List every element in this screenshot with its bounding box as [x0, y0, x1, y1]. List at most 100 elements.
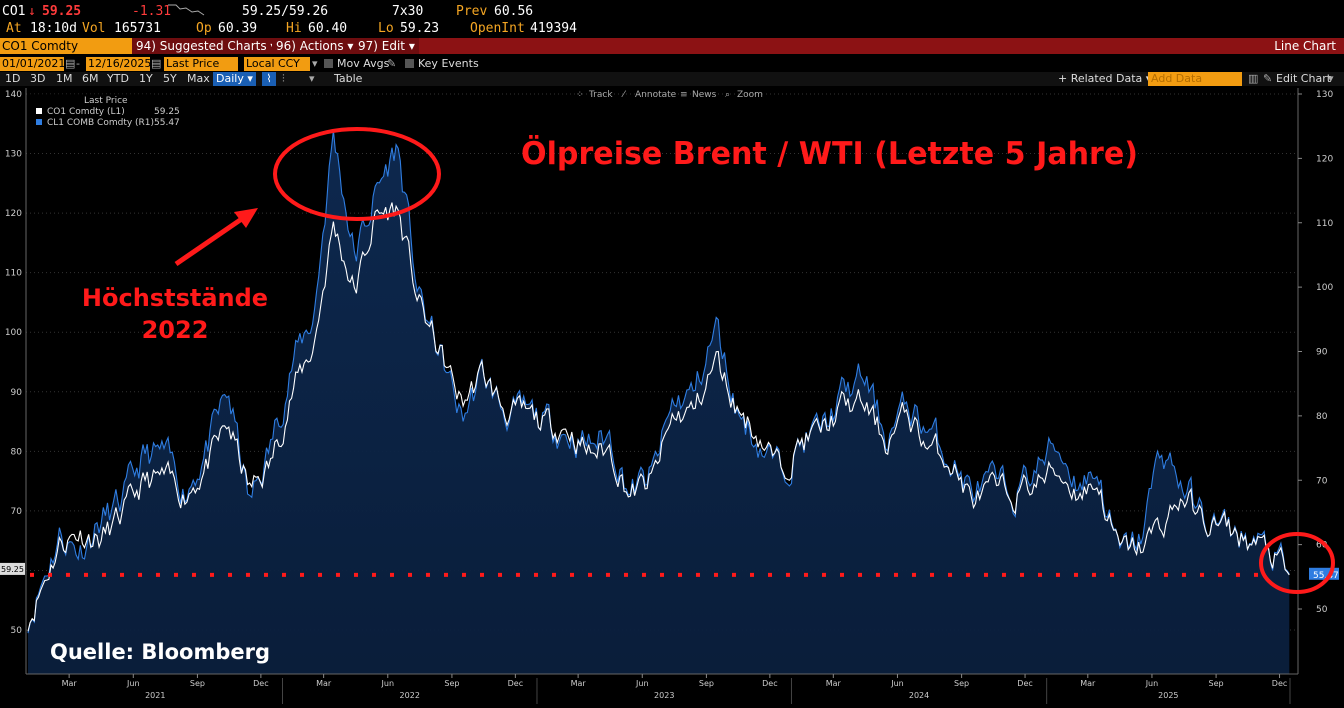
right-tick-label: 80	[1316, 412, 1328, 422]
calendar-icon[interactable]: ▤	[151, 57, 162, 70]
zoom-tool[interactable]: Zoom	[737, 90, 763, 100]
bid-ask-size: 7x30	[392, 4, 424, 19]
bid-ask: 59.25/59.26	[242, 4, 329, 19]
left-axis: 506070809010011012013014059.25	[0, 88, 27, 674]
menu-bar: CO1 Comdty 94) Suggested Charts ▾ 96) Ac…	[0, 38, 1344, 54]
mov-avgs-label[interactable]: Mov Avgs	[337, 57, 390, 70]
end-date-field[interactable]: 12/16/2025	[86, 57, 152, 71]
range-ytd-button[interactable]: YTD	[107, 72, 129, 85]
hi-value: 60.40	[308, 21, 348, 36]
month-tick-label: Sep	[190, 679, 205, 688]
left-tick-label: 90	[11, 388, 23, 398]
month-tick-label: Dec	[762, 679, 777, 688]
right-tick-label: 100	[1316, 283, 1333, 293]
table-button[interactable]: Table	[334, 72, 363, 85]
month-tick-label: Sep	[444, 679, 459, 688]
lo-value: 59.23	[400, 21, 440, 36]
year-tick-label: 2023	[654, 691, 674, 700]
month-tick-label: Jun	[126, 679, 140, 688]
key-events-checkbox[interactable]	[405, 59, 414, 68]
month-tick-label: Dec	[1272, 679, 1287, 688]
annotate-tool[interactable]: Annotate	[635, 90, 677, 100]
range-max-button[interactable]: Max	[187, 72, 210, 85]
calendar-icon[interactable]: ▤	[65, 57, 76, 70]
edit-chart-button[interactable]: Edit Chart	[1276, 72, 1332, 85]
range-5y-button[interactable]: 5Y	[163, 72, 177, 85]
series-lines	[27, 130, 1290, 634]
lo-label: Lo	[378, 21, 394, 36]
sparkline-icon	[168, 4, 205, 16]
last-price: 59.25	[42, 4, 82, 19]
wti-area	[28, 130, 1290, 674]
pencil-icon[interactable]: ✎	[387, 57, 397, 70]
brent-line	[27, 202, 1290, 632]
range-6m-button[interactable]: 6M	[82, 72, 99, 85]
range-1d-button[interactable]: 1D	[5, 72, 21, 85]
openint-label: OpenInt	[470, 21, 525, 36]
news-icon[interactable]: ≡	[680, 90, 688, 100]
right-tick-label: 90	[1316, 348, 1328, 358]
mov-avgs-checkbox[interactable]	[324, 59, 333, 68]
pencil-icon[interactable]: ✎	[1263, 72, 1273, 85]
month-tick-label: Jun	[635, 679, 649, 688]
chevron-down-icon[interactable]: ▾	[312, 57, 318, 70]
range-1y-button[interactable]: 1Y	[139, 72, 153, 85]
arrow-icon	[174, 208, 258, 267]
left-tick-label: 130	[5, 150, 22, 160]
suggested-charts-menu[interactable]: 94) Suggested Charts ▾	[132, 38, 281, 54]
year-tick-label: 2025	[1158, 691, 1178, 700]
vol-label: Vol	[82, 21, 106, 36]
bar-chart-icon[interactable]: ⫶	[282, 72, 285, 85]
add-data-input[interactable]: Add Data	[1148, 72, 1242, 86]
x-axis: Mar Jun Sep Dec Mar Jun Sep Dec Mar Jun Sep Dec Mar J…	[26, 673, 1298, 704]
bar-chart-icon[interactable]: ▥	[1248, 72, 1259, 85]
track-icon[interactable]: ⁘	[576, 90, 584, 100]
related-data-button[interactable]: + Related Data ▾	[1058, 72, 1152, 85]
prev-value: 60.56	[494, 4, 534, 19]
month-tick-label: Dec	[1017, 679, 1032, 688]
op-label: Op	[196, 21, 212, 36]
actions-menu[interactable]: 96) Actions ▾	[272, 38, 358, 54]
wti-area-fill	[28, 130, 1290, 674]
range-3d-button[interactable]: 3D	[30, 72, 46, 85]
peak-highlight-circle	[273, 127, 441, 221]
security-field[interactable]: CO1 Comdty	[0, 38, 144, 54]
price-change: -1.31	[132, 4, 172, 19]
start-date-field[interactable]: 01/01/2021	[0, 57, 66, 71]
left-tick-label: 70	[11, 507, 23, 517]
right-last-value: 55.47	[1313, 571, 1339, 581]
year-tick-label: 2021	[145, 691, 165, 700]
chevron-down-icon[interactable]: ▾	[309, 72, 315, 85]
currency-select[interactable]: Local CCY	[244, 57, 310, 71]
hi-label: Hi	[286, 21, 302, 36]
month-tick-label: Sep	[699, 679, 714, 688]
legend-header: Last Price	[84, 96, 128, 106]
control-bar: 01/01/2021 ▤ - 12/16/2025 ▤ Last Price L…	[0, 57, 1344, 71]
peak-annotation-line2: 2022	[142, 316, 209, 344]
chevron-down-icon[interactable]: ▾	[1328, 72, 1334, 85]
openint-value: 419394	[530, 21, 577, 36]
track-tool[interactable]: Track	[588, 90, 613, 100]
edit-menu[interactable]: 97) Edit ▾	[354, 38, 419, 54]
left-tick-label: 110	[5, 269, 22, 279]
zoom-icon[interactable]: ⌕	[725, 90, 730, 100]
key-events-label[interactable]: Key Events	[418, 57, 479, 70]
right-tick-label: 70	[1316, 476, 1328, 486]
frequency-select[interactable]: Daily ▾	[213, 72, 256, 86]
right-tick-label: 60	[1316, 541, 1328, 551]
month-tick-label: Mar	[62, 679, 78, 688]
annotate-icon[interactable]: ⁄	[621, 90, 627, 100]
wti-line	[27, 130, 1290, 634]
month-tick-label: Mar	[826, 679, 842, 688]
left-tick-label: 140	[5, 90, 22, 100]
news-tool[interactable]: News	[692, 90, 717, 100]
month-tick-label: Jun	[1145, 679, 1159, 688]
range-1m-button[interactable]: 1M	[56, 72, 73, 85]
chart-area[interactable]: 506070809010011012013014059.25 506070809…	[0, 86, 1344, 704]
date-separator: -	[76, 57, 80, 70]
price-field-select[interactable]: Last Price	[164, 57, 238, 71]
month-tick-label: Mar	[571, 679, 587, 688]
month-tick-label: Mar	[1080, 679, 1096, 688]
line-chart-icon[interactable]: ⌇	[262, 72, 276, 86]
at-time: 18:10d	[30, 21, 77, 36]
